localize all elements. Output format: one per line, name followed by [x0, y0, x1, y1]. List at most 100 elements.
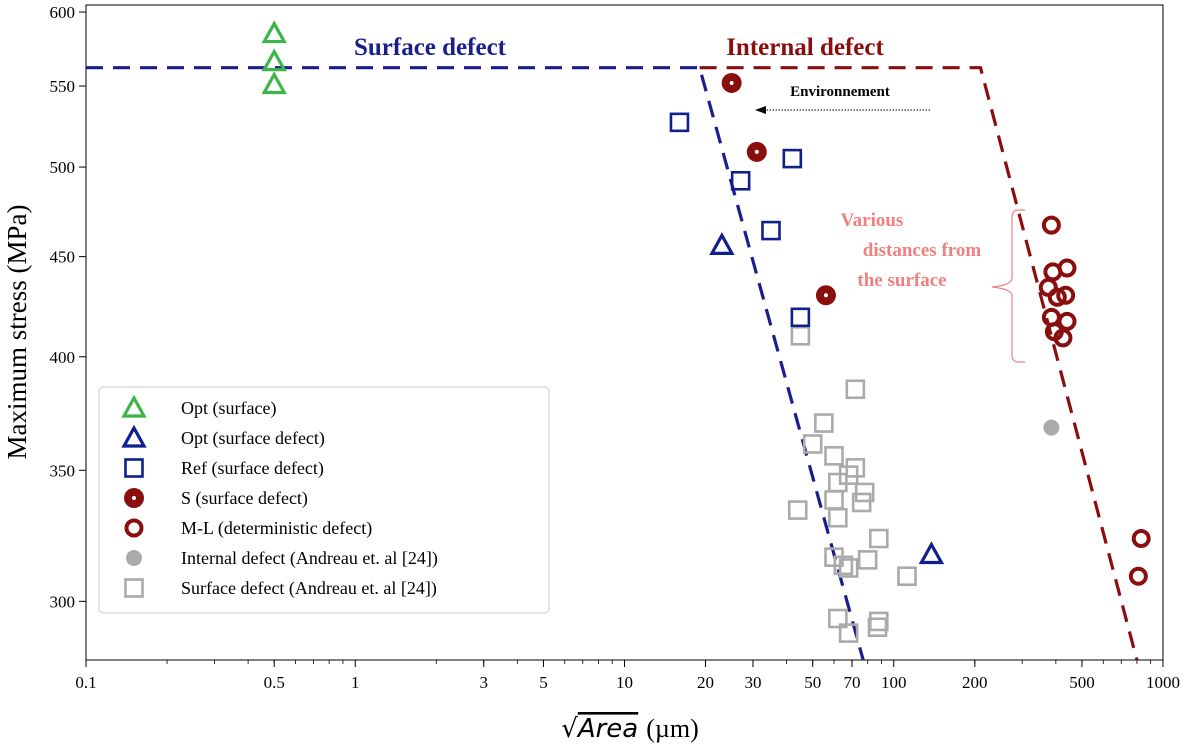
x-tick-label: 20 — [697, 673, 714, 692]
legend-label: S (surface defect) — [181, 488, 308, 509]
legend-frame — [98, 386, 550, 614]
x-tick-label: 0.5 — [264, 673, 285, 692]
x-tick-label: 200 — [962, 673, 988, 692]
x-tick-label: 70 — [844, 673, 861, 692]
data-point — [854, 482, 875, 503]
data-point — [824, 446, 844, 466]
data-point — [838, 558, 859, 578]
data-point — [1057, 311, 1077, 331]
data-point — [761, 220, 781, 241]
legend-label: Internal defect (Andreau et. al [24]) — [181, 548, 438, 569]
data-point — [782, 148, 803, 169]
data-point — [802, 434, 823, 454]
x-axis-label: √Area (µm) — [561, 714, 699, 744]
bracket-label-line-1: Various — [841, 210, 904, 231]
data-point — [851, 492, 872, 513]
data-point — [730, 170, 751, 191]
y-tick-label: 350 — [50, 461, 76, 480]
data-point — [1057, 258, 1077, 278]
y-tick-label: 300 — [50, 592, 76, 611]
data-point — [828, 507, 848, 528]
data-point-center — [823, 293, 828, 298]
data-point — [869, 528, 889, 549]
x-tick-label: 0.1 — [75, 673, 96, 692]
legend-label: Ref (surface defect) — [181, 458, 324, 479]
data-point — [790, 307, 811, 328]
boundary-line — [699, 66, 1139, 661]
data-point — [787, 500, 808, 520]
y-tick-label: 450 — [50, 248, 76, 267]
legend-marker-center — [132, 496, 136, 500]
legend-label: Surface defect (Andreau et. al [24]) — [181, 578, 437, 599]
data-point — [1131, 529, 1151, 549]
y-axis-label: Maximum stress (MPa) — [2, 205, 32, 460]
legend-marker — [121, 424, 147, 448]
data-point — [261, 20, 287, 44]
x-tick-label: 1000 — [1146, 673, 1180, 692]
data-point — [709, 232, 735, 255]
axis-labels: Maximum stress (MPa) √Area (µm) — [2, 205, 699, 744]
data-point — [867, 617, 888, 638]
data-point — [261, 71, 287, 95]
bracket-label-line-3: the surface — [857, 270, 946, 291]
boundary-line — [86, 66, 865, 661]
data-point — [1056, 285, 1076, 305]
x-tick-label: 3 — [479, 673, 488, 692]
data-point — [897, 566, 917, 587]
data-point — [918, 541, 945, 565]
legend-label: Opt (surface) — [181, 398, 276, 419]
x-tick-label: 50 — [804, 673, 821, 692]
data-point — [814, 413, 834, 433]
x-tick-label: 10 — [616, 673, 633, 692]
bracket-brace — [991, 209, 1025, 363]
data-point — [828, 608, 848, 629]
x-axis-label-radical: √ — [561, 714, 578, 744]
data-point — [1128, 566, 1148, 586]
environnement-label: Environnement — [790, 84, 890, 100]
data-point — [1043, 419, 1060, 436]
data-point — [746, 141, 767, 162]
data-point — [1041, 215, 1061, 235]
x-tick-label: 500 — [1069, 673, 1095, 692]
x-tick-label: 30 — [744, 673, 761, 692]
data-points — [261, 20, 1151, 643]
legend-marker — [124, 458, 144, 478]
x-axis-label-area: Area — [576, 714, 638, 744]
legend-marker — [124, 578, 144, 598]
data-point — [721, 72, 742, 93]
y-tick-label: 400 — [50, 348, 76, 367]
plot-area: 0.1 0.5 1 3 5 10 20 30 50 70 100 200 500 1000 300 350 40… — [50, 3, 1181, 692]
legend: Opt (surface) Opt (surface defect) Ref (su… — [98, 386, 550, 614]
data-point — [790, 325, 811, 346]
legend-label: M-L (deterministic defect) — [181, 518, 372, 539]
data-point — [669, 112, 690, 133]
data-point — [838, 623, 859, 643]
region-label-internal: Internal defect — [726, 34, 884, 61]
data-point — [261, 48, 287, 72]
data-point — [857, 550, 878, 570]
y-tick-label: 500 — [50, 158, 76, 177]
data-point — [838, 465, 859, 485]
y-tick-label: 550 — [50, 77, 76, 96]
data-point — [1047, 287, 1067, 307]
x-tick-label: 1 — [351, 673, 360, 692]
data-point — [869, 611, 889, 632]
legend-marker — [126, 550, 142, 566]
boundary-lines — [86, 66, 1139, 661]
x-tick-label: 5 — [539, 673, 548, 692]
bracket-label-line-2: distances from — [863, 240, 982, 261]
environnement-arrow — [755, 106, 930, 114]
data-point-center — [729, 80, 734, 85]
annotations: Surface defect Internal defect Environne… — [354, 34, 1025, 363]
x-tick-label: 100 — [881, 673, 907, 692]
legend-marker — [124, 518, 144, 538]
data-point-center — [754, 149, 759, 154]
data-point — [833, 555, 854, 576]
legend-label: Opt (surface defect) — [181, 428, 325, 449]
region-label-surface: Surface defect — [354, 34, 507, 61]
data-point — [824, 490, 844, 510]
y-tick-label: 600 — [50, 3, 76, 22]
data-point — [845, 379, 866, 400]
legend-marker — [124, 488, 144, 508]
